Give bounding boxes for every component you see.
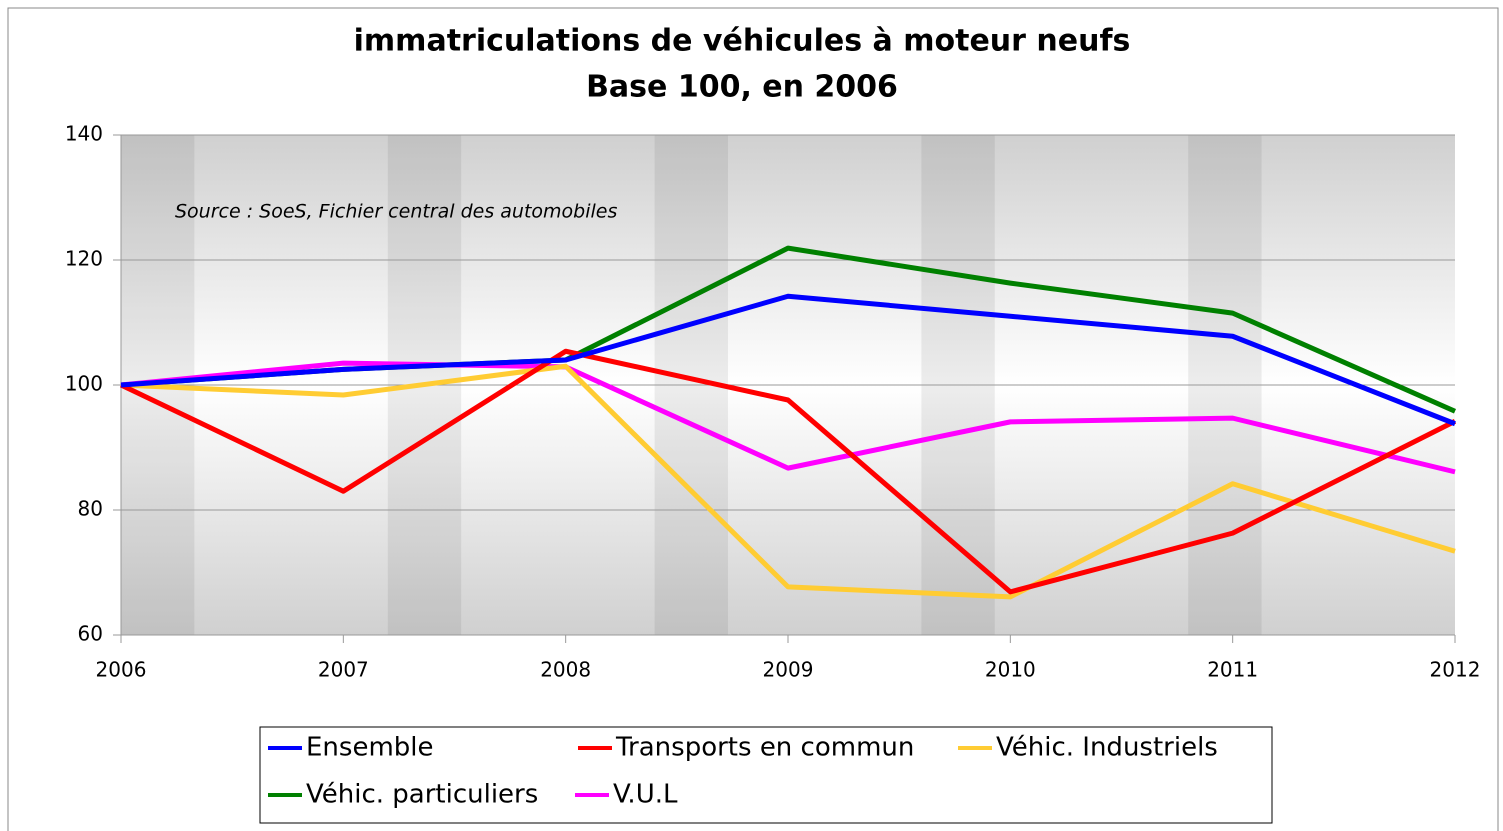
- legend-label: Véhic. Industriels: [996, 733, 1218, 763]
- x-tick-label: 2007: [318, 658, 369, 682]
- series-line: [120, 360, 1456, 475]
- legend-label: V.U.L: [613, 780, 678, 810]
- x-tick-label: 2011: [1207, 658, 1258, 682]
- y-tick-label: 80: [78, 497, 103, 521]
- legend-label: Ensemble: [306, 733, 434, 763]
- chart-title: immatriculations de véhicules à moteur n…: [354, 24, 1131, 59]
- x-tick-label: 2008: [540, 658, 591, 682]
- x-tick-label: 2010: [985, 658, 1036, 682]
- y-tick-label: 140: [65, 122, 103, 146]
- series-line: [120, 363, 1456, 600]
- y-tick-label: 60: [78, 622, 103, 646]
- chart-subtitle: Base 100, en 2006: [586, 70, 898, 105]
- y-tick-label: 120: [65, 247, 103, 271]
- annotation: Source : SoeS, Fichier central des autom…: [175, 201, 617, 223]
- x-tick-label: 2006: [96, 658, 147, 682]
- legend: [259, 726, 1273, 824]
- legend-label: Véhic. particuliers: [306, 780, 538, 810]
- series-line: [119, 348, 1457, 595]
- legend-label: Transports en commun: [615, 733, 914, 763]
- y-tick-label: 100: [65, 372, 103, 396]
- series-line: [120, 293, 1456, 427]
- x-tick-label: 2012: [1430, 658, 1481, 682]
- x-tick-label: 2009: [763, 658, 814, 682]
